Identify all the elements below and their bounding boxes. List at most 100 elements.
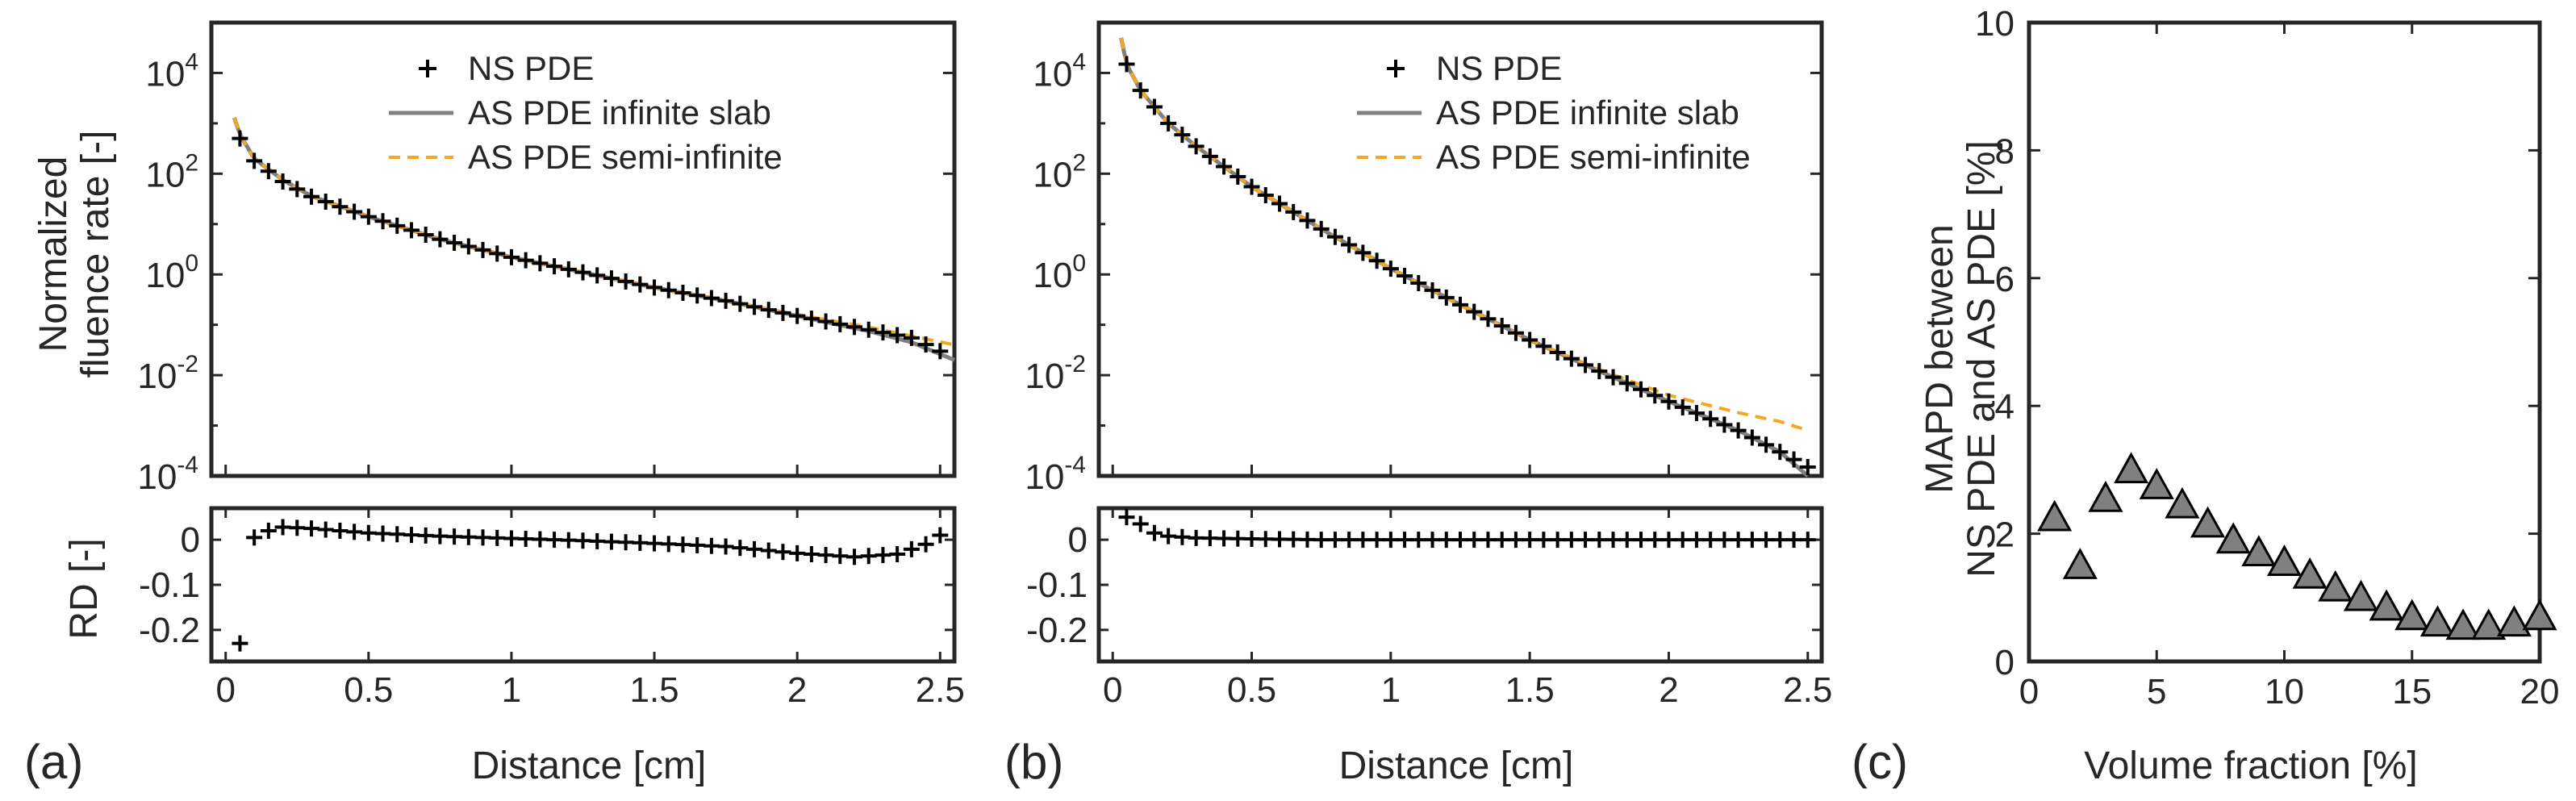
panel-a-rd-point-1 — [246, 529, 263, 546]
panel-c-point-13 — [2369, 589, 2404, 621]
panel-a-ns-point-15 — [446, 235, 463, 252]
panel-a-ns-point-28 — [632, 276, 649, 293]
panel-a-legend-ns: NS PDE — [468, 49, 594, 87]
panel-c-ytick-label-2: 4 — [1995, 387, 2014, 427]
panel-a-legend-marker-ns — [419, 60, 436, 77]
panel-b-ns-point-45 — [1743, 429, 1760, 446]
panel-b-rd-point-37 — [1633, 532, 1649, 549]
panel-c-point-0 — [2037, 499, 2073, 532]
panel-b-rd-point-13 — [1299, 531, 1316, 548]
panel-b-rd-point-44 — [1730, 532, 1747, 549]
panel-b-ytick-label-4: 104 — [1033, 48, 1086, 94]
panel-c-ytick-label-4: 8 — [1995, 131, 2014, 171]
panel-label-b: (b) — [1004, 735, 1063, 789]
panel-b-rd-ytick-label-1: -0.1 — [1026, 565, 1088, 605]
panel-a-ns-point-48 — [917, 336, 934, 353]
panel-c-point-17 — [2471, 608, 2507, 640]
panel-a-ns-point-10 — [374, 213, 391, 230]
panel-a: 10-4 10-2 100 102 104 0 -0.1 -0.2 0 0.5 1 1.5 2 2.5 — [137, 20, 965, 710]
panel-a-ns-point-14 — [432, 231, 449, 248]
panel-a-ns-point-26 — [603, 270, 620, 287]
panel-a-ylabel-line1: Normalized — [32, 156, 75, 353]
panel-b-ns-point-31 — [1549, 344, 1566, 361]
panel-a-ns-point-18 — [489, 245, 506, 262]
panel-b-ns-point-30 — [1535, 338, 1552, 355]
panel-c-point-14 — [2394, 599, 2430, 631]
panel-b-rd-point-28 — [1507, 532, 1524, 549]
panel-a-ns-point-38 — [774, 304, 791, 321]
panel-b-xlabel: Distance [cm] — [1339, 745, 1574, 787]
panel-b-ns-point-37 — [1633, 381, 1649, 398]
panel-a-ns-point-30 — [660, 282, 677, 298]
panel-a-ns-point-22 — [546, 258, 563, 275]
panel-a-rd-point-26 — [603, 533, 620, 550]
panel-b-rd-point-9 — [1243, 531, 1260, 547]
panel-a-rd-point-4 — [289, 519, 306, 536]
panel-b-ns-point-11 — [1271, 195, 1288, 212]
panel-a-ns-point-9 — [360, 208, 377, 225]
panel-c-point-4 — [2139, 468, 2174, 499]
panel-a-rd-point-17 — [474, 529, 491, 546]
panel-b-rd-ytick-label-2: -0.2 — [1026, 611, 1088, 650]
panel-a-rd-point-0 — [232, 635, 248, 652]
panel-a-rd-point-40 — [803, 546, 820, 562]
panel-b-rd-point-42 — [1702, 532, 1719, 549]
panel-a-ns-point-19 — [503, 248, 520, 265]
panel-a-ns-point-13 — [417, 226, 434, 243]
panel-b-legend-semi: AS PDE semi-infinite — [1436, 138, 1751, 176]
panel-c-point-2 — [2088, 480, 2123, 512]
panel-b-ns-point-29 — [1522, 332, 1539, 348]
panel-b-rd-point-25 — [1466, 532, 1483, 549]
panel-b-ns-point-7 — [1216, 158, 1233, 175]
panel-a-ytick-label-4: 104 — [145, 48, 198, 94]
panel-b-ns-point-19 — [1382, 261, 1399, 277]
panel-b-rd-point-47 — [1772, 532, 1789, 549]
panel-a-ns-point-32 — [689, 287, 706, 304]
panel-a-ns-point-42 — [832, 315, 849, 332]
panel-b-ns-point-9 — [1243, 178, 1260, 195]
panel-b-rd-point-23 — [1438, 532, 1455, 549]
panel-a-ns-point-33 — [703, 290, 720, 307]
panel-c-point-9 — [2266, 544, 2303, 576]
panel-b-rd-point-17 — [1355, 532, 1372, 549]
panel-a-rd-point-33 — [703, 537, 720, 554]
panel-b-rd-point-27 — [1493, 532, 1510, 549]
panel-a-ns-point-25 — [589, 267, 606, 284]
panel-b-ns-point-0 — [1118, 56, 1135, 73]
panel-b-rd-point-22 — [1424, 532, 1441, 549]
panel-b-legend-ns: NS PDE — [1436, 49, 1562, 87]
panel-b-rd-point-30 — [1535, 532, 1552, 549]
panel-b-rd-point-6 — [1201, 530, 1218, 547]
panel-c-point-16 — [2445, 608, 2481, 640]
panel-b-ns-point-4 — [1174, 127, 1191, 144]
panel-b-rd-point-39 — [1660, 532, 1677, 549]
panel-b-main-axes — [1096, 20, 1824, 478]
panel-a-rd-point-36 — [746, 540, 763, 557]
panel-a-xtick-label-3: 1.5 — [629, 670, 678, 710]
panel-b-ns-point-34 — [1591, 363, 1608, 380]
panel-a-xtick-label-5: 2.5 — [916, 670, 965, 710]
panel-a-ytick-label-1: 10-2 — [137, 351, 198, 396]
panel-a-rd-point-10 — [374, 525, 391, 542]
panel-b-rd-point-1 — [1132, 515, 1149, 532]
panel-b-legend-marker-ns — [1387, 60, 1405, 77]
panel-a-rd-point-19 — [503, 530, 520, 547]
panel-b-rd-point-12 — [1285, 531, 1302, 548]
panel-b-ns-point-27 — [1493, 318, 1510, 335]
panel-a-rd-ylabel: RD [-] — [63, 538, 106, 639]
panel-a-rd-point-20 — [517, 531, 534, 547]
panel-b-rd-axes — [1096, 506, 1824, 664]
panel-a-rd-point-23 — [560, 532, 577, 549]
panel-a-ns-point-16 — [460, 238, 477, 255]
panel-b-ns-point-49 — [1799, 459, 1816, 476]
panel-b-rd-point-35 — [1605, 532, 1622, 549]
panel-a-rd-point-46 — [889, 546, 906, 562]
panel-a-legend-semi: AS PDE semi-infinite — [468, 138, 783, 176]
panel-a-ns-point-36 — [746, 298, 763, 315]
panel-a-rd-point-37 — [760, 542, 777, 559]
panel-b-rd-point-21 — [1410, 532, 1427, 549]
panel-a-xtick-label-4: 2 — [787, 670, 807, 710]
panel-b-rd-point-4 — [1174, 528, 1191, 545]
panel-a-ns-point-41 — [817, 313, 834, 330]
panel-c-xtick-label-4: 20 — [2520, 672, 2560, 711]
